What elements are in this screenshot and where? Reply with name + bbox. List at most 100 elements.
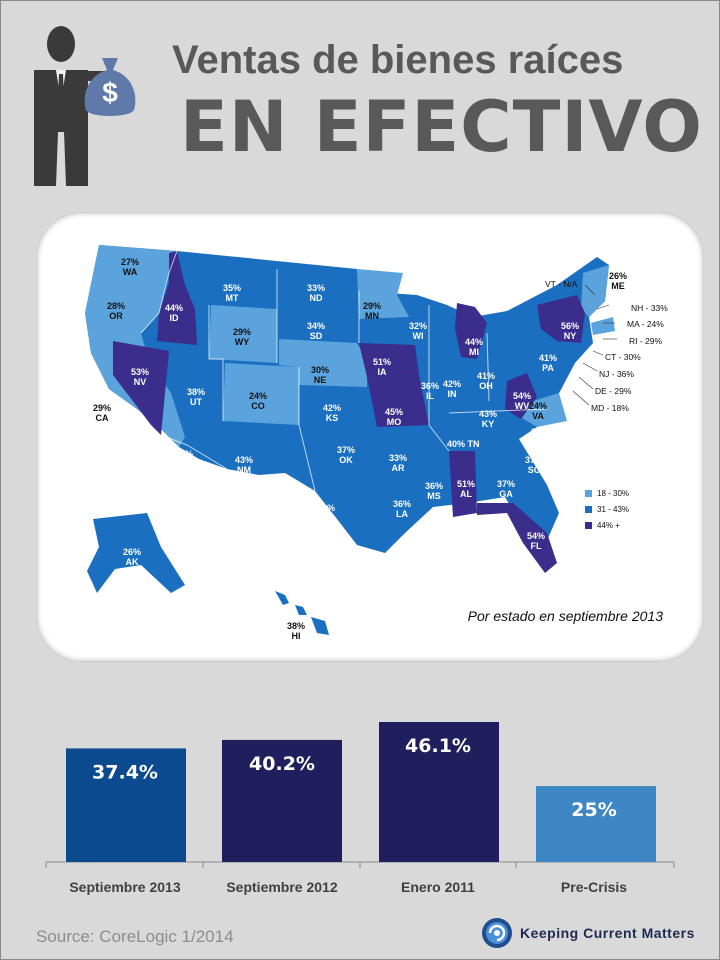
state-label: 38% UT (187, 387, 206, 407)
state-label: 28% OR (107, 301, 126, 321)
callout-vt: VT - N/A (545, 279, 578, 289)
wy-light (209, 305, 277, 363)
callout-nj: NJ - 36% (599, 369, 634, 379)
mo-dark (367, 375, 429, 427)
source-text: Source: CoreLogic 1/2014 (36, 927, 234, 946)
state-label: 42% KS (323, 403, 342, 423)
state-label: 36% MS (425, 481, 444, 501)
state-label: 54% WV (513, 391, 532, 411)
state-label: 45% MO (385, 407, 404, 427)
alaska-shape (87, 513, 185, 593)
callout-de: DE - 29% (595, 386, 632, 396)
state-label: 37% NC (531, 427, 550, 447)
bar (379, 722, 499, 862)
state-label: 35% MT (223, 283, 242, 303)
swirl-icon (482, 918, 512, 948)
hawaii-shape (275, 591, 329, 635)
state-label: 33% TX (317, 503, 336, 523)
state-label: 43% KY (479, 409, 498, 429)
data-label: 40.2% (249, 753, 315, 775)
ne-light (279, 339, 367, 387)
state-label: 38% HI (287, 621, 306, 641)
callout-nh: NH - 33% (631, 303, 668, 313)
map-note: Por estado en septiembre 2013 (467, 608, 663, 624)
map-card: 27% WA 28% OR 29% CA 44% ID 53% NV 35% MT 29% W… (36, 212, 704, 662)
state-label: 54% FL (527, 531, 546, 551)
bar (66, 748, 186, 862)
state-label: 42% IN (443, 379, 462, 399)
co-light (223, 363, 299, 425)
data-label: 46.1% (405, 735, 471, 757)
state-label: 41% PA (539, 353, 558, 373)
title-line-2: EN EFECTIVO (180, 86, 703, 168)
ne-states-light (581, 265, 609, 317)
callout-md: MD - 18% (591, 403, 629, 413)
state-label: 44% ID (165, 303, 184, 323)
bar (536, 786, 656, 862)
fl-dark (477, 503, 557, 573)
state-label: 24% CO (249, 391, 268, 411)
mn-light (357, 269, 409, 319)
category-label: Enero 2011 (401, 879, 475, 895)
va-light (507, 393, 567, 427)
ma-light (591, 317, 615, 335)
state-label: 29% WY (233, 327, 252, 347)
us-map (85, 245, 617, 635)
state-label: 36% LA (393, 499, 412, 519)
state-label: 41% OH (477, 371, 496, 391)
category-label: Septiembre 2013 (69, 879, 180, 895)
brand-logo: Keeping Current Matters (480, 914, 720, 954)
state-label: 36% IL (421, 381, 440, 401)
mi-dark (455, 303, 487, 359)
callout-ma: MA - 24% (627, 319, 664, 329)
data-label: 37.4% (92, 761, 158, 783)
bar-chart: 37.4% Septiembre 2013 40.2% Septiembre 2012… (45, 722, 675, 895)
money-bag-icon: $ (84, 58, 136, 116)
callout-ri: RI - 29% (629, 336, 663, 346)
state-label: 29% MN (363, 301, 382, 321)
state-label: 37% SC (525, 455, 544, 475)
state-label: 43% NM (235, 455, 254, 475)
legend-item: 44% + (585, 521, 620, 530)
state-label: 26% ME (609, 271, 628, 291)
al-dark (449, 451, 477, 517)
wv-dark (505, 373, 537, 419)
state-label: 30% NE (311, 365, 330, 385)
data-label: 25% (571, 799, 616, 821)
state-label: 32% WI (409, 321, 428, 341)
state-label: 51% IA (373, 357, 392, 377)
legend-swatch (585, 522, 592, 529)
category-label: Pre-Crisis (561, 879, 627, 895)
state-label: 56% NY (561, 321, 580, 341)
state-label: 51% AL (457, 479, 476, 499)
state-borders (140, 250, 548, 492)
state-label: 27% WA (121, 257, 140, 277)
callout-ct: CT - 30% (605, 352, 641, 362)
legend-swatch (585, 490, 592, 497)
businessman-icon (34, 26, 115, 186)
legend-item: 18 - 30% (585, 489, 629, 498)
bar (222, 739, 342, 862)
state-label: 53% NV (131, 367, 150, 387)
state-label: 33% AR (389, 453, 408, 473)
state-label: 29% CA (93, 403, 112, 423)
ny-dark (537, 295, 585, 343)
state-label: 37% GA (497, 479, 516, 499)
id-dark (157, 251, 197, 345)
ia-dark (359, 343, 419, 377)
state-label: 40% TN (447, 439, 480, 449)
nv-dark (113, 341, 169, 435)
legend-swatch (585, 506, 592, 513)
state-label: 44% MI (465, 337, 484, 357)
money-bag-symbol: $ (102, 77, 118, 108)
state-label: 34% SD (307, 321, 326, 341)
category-label: Septiembre 2012 (226, 879, 337, 895)
state-label: 24% VA (529, 401, 548, 421)
state-label: 33% ND (307, 283, 326, 303)
callout-lines (572, 284, 617, 406)
legend-item: 31 - 43% (585, 505, 629, 514)
brand-name: Keeping Current Matters (520, 925, 695, 941)
state-label: 26% AK (123, 547, 142, 567)
state-label: 34% AZ (175, 449, 194, 469)
title-line-1: Ventas de bienes raíces (172, 38, 624, 82)
